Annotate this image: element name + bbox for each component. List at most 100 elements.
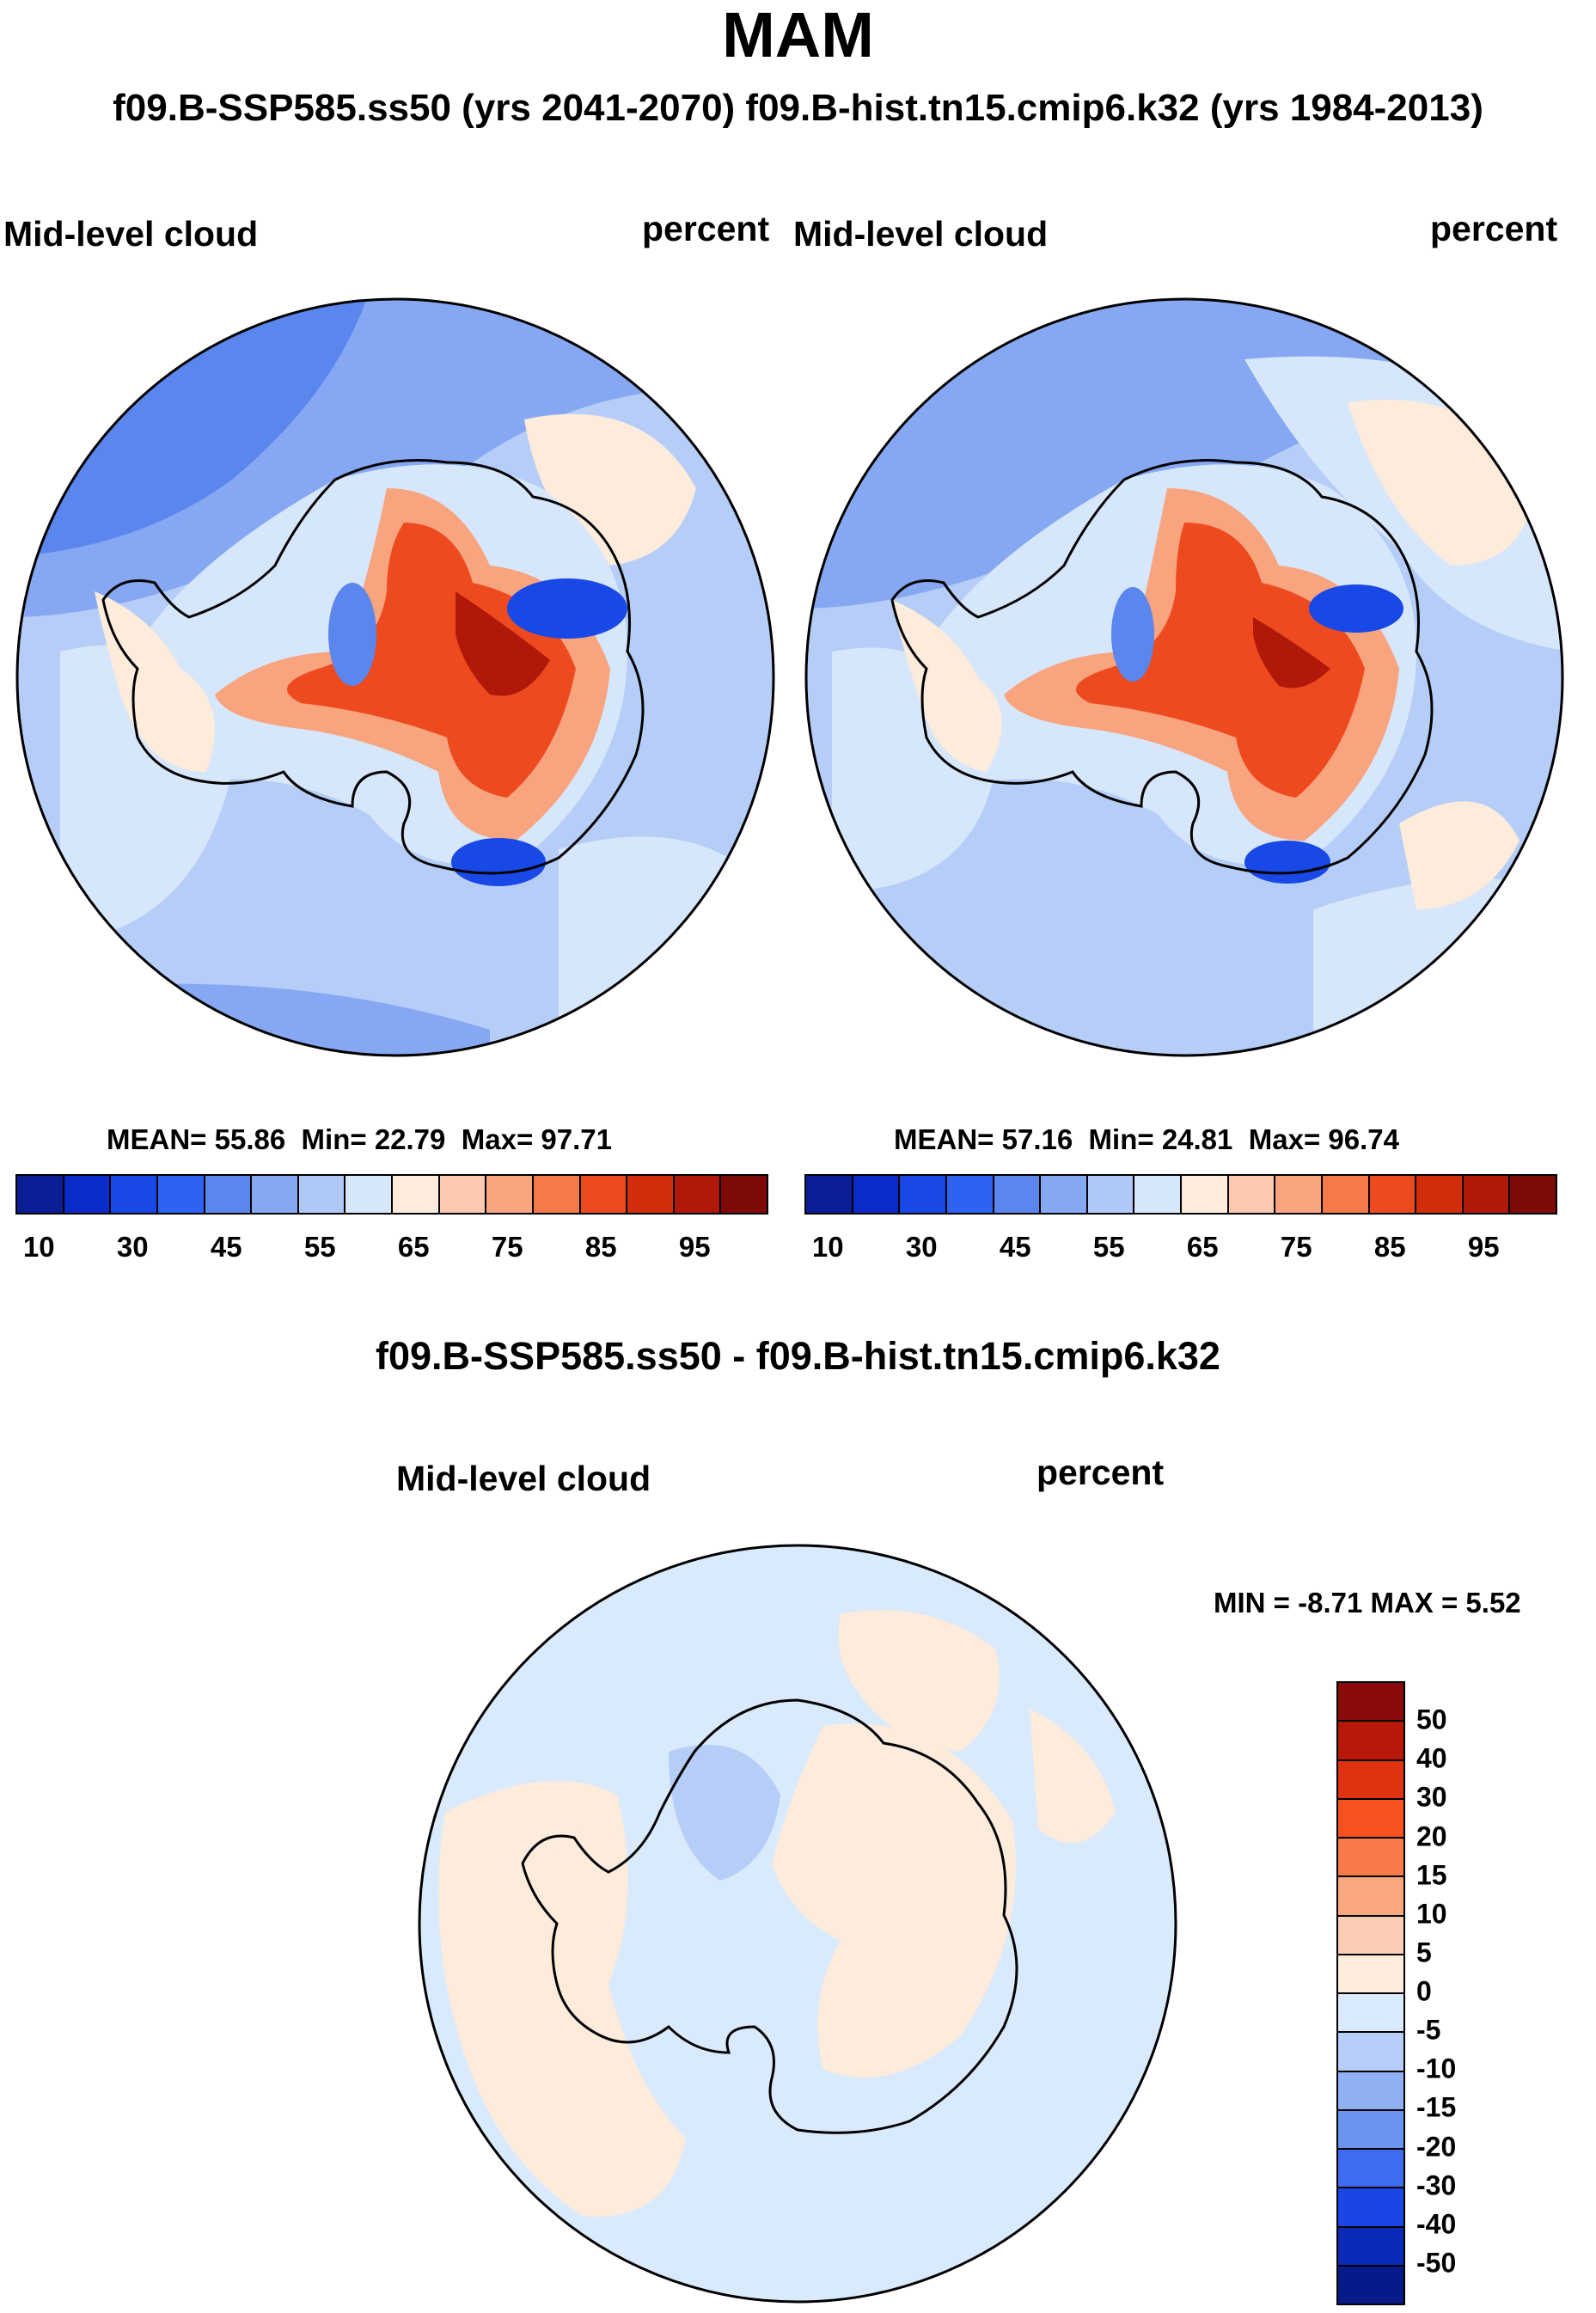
colorbar-tick-label: -30 xyxy=(1416,2169,1457,2201)
max-value: 97.71 xyxy=(541,1123,612,1155)
coastal-blue-spot-east xyxy=(507,578,627,639)
colorbar-swatch xyxy=(1134,1176,1182,1213)
mean-label: MEAN= xyxy=(107,1123,207,1155)
difference-colorbar xyxy=(1336,1681,1405,2305)
colorbar-tick-label: 10 xyxy=(811,1231,844,1263)
diff-positive-peninsula xyxy=(531,1795,615,1949)
panel2-polar-map xyxy=(804,297,1564,1057)
peninsula-peach-field xyxy=(892,600,1002,772)
colorbar-swatch xyxy=(1338,1955,1403,1994)
colorbar-swatch xyxy=(994,1176,1042,1213)
colorbar-swatch xyxy=(900,1176,947,1213)
colorbar-tick-label: 15 xyxy=(1416,1859,1447,1891)
diff-positive-interior xyxy=(772,1723,1016,2077)
colorbar-tick-label: 40 xyxy=(1416,1742,1447,1774)
colorbar-swatch xyxy=(806,1176,853,1213)
colorbar-tick-label: -10 xyxy=(1416,2053,1457,2084)
colorbar-swatch xyxy=(1338,2188,1403,2228)
colorbar-swatch xyxy=(1228,1176,1276,1213)
panel2-stats: MEAN= 57.16 Min= 24.81 Max= 96.74 xyxy=(894,1125,1399,1153)
colorbar-swatch xyxy=(1338,1683,1403,1723)
diff-positive-east xyxy=(1030,1709,1116,1843)
max-label: Max= xyxy=(461,1123,534,1155)
colorbar-swatch xyxy=(64,1176,112,1213)
colorbar-swatch xyxy=(1275,1176,1323,1213)
coastal-blue-spot-ross xyxy=(328,583,376,686)
colorbar-tick-label: 65 xyxy=(397,1231,430,1263)
colorbar-tick-label: 95 xyxy=(678,1231,711,1263)
min-value: 24.81 xyxy=(1161,1123,1233,1155)
panel1-polar-map xyxy=(15,297,775,1057)
colorbar-tick-label: 20 xyxy=(1416,1820,1447,1851)
coastal-blue-spot-south xyxy=(451,838,546,886)
ocean-light-patch-2 xyxy=(559,836,774,1056)
colorbar-tick-label: 10 xyxy=(1416,1898,1447,1930)
colorbar-swatch xyxy=(1510,1176,1556,1213)
mean-label: MEAN= xyxy=(894,1123,994,1155)
colorbar-swatch xyxy=(111,1176,158,1213)
colorbar-swatch xyxy=(1087,1176,1135,1213)
diff-negative-patch xyxy=(669,1744,780,1881)
colorbar-tick-label: -15 xyxy=(1416,2091,1457,2123)
plateau-core xyxy=(456,591,550,696)
colorbar-tick-label: 55 xyxy=(1092,1231,1125,1263)
colorbar-swatch xyxy=(252,1176,299,1213)
min-value: 22.79 xyxy=(374,1123,446,1155)
diff-unit-label: percent xyxy=(1036,1453,1165,1492)
colorbar-tick-label: -50 xyxy=(1416,2247,1457,2279)
colorbar-swatch xyxy=(345,1176,393,1213)
diff-minmax: MIN = -8.71 MAX = 5.52 xyxy=(1214,1587,1521,1618)
diff-positive-northeast xyxy=(838,1610,1000,1752)
colorbar-tick-label: 10 xyxy=(22,1231,55,1263)
colorbar-tick-label: 45 xyxy=(210,1231,242,1263)
colorbar-tick-label: 30 xyxy=(116,1231,149,1263)
colorbar-swatch xyxy=(1338,2110,1403,2150)
colorbar-swatch xyxy=(1369,1176,1417,1213)
figure-subtitle: f09.B-SSP585.ss50 (yrs 2041-2070) f09.B-… xyxy=(113,87,1483,129)
colorbar-swatch xyxy=(1338,2150,1403,2189)
colorbar-swatch xyxy=(1338,1799,1403,1839)
colorbar-swatch xyxy=(1338,1760,1403,1800)
colorbar-swatch xyxy=(1041,1176,1088,1213)
colorbar-tick-label: 75 xyxy=(491,1231,523,1263)
colorbar-swatch xyxy=(674,1176,722,1213)
antarctic-coastline xyxy=(521,1698,1018,2134)
antarctic-coastline xyxy=(101,459,645,875)
panel1-colorbar xyxy=(15,1174,768,1215)
colorbar-swatch xyxy=(1338,2071,1403,2111)
colorbar-swatch xyxy=(1338,1839,1403,1878)
mean-value: 55.86 xyxy=(214,1123,286,1155)
colorbar-tick-label: -5 xyxy=(1416,2014,1441,2046)
panel2-variable-label: Mid-level cloud xyxy=(793,214,1049,254)
colorbar-swatch xyxy=(17,1176,64,1213)
diff-variable-label: Mid-level cloud xyxy=(396,1459,651,1498)
colorbar-swatch xyxy=(1182,1176,1229,1213)
colorbar-tick-label: 0 xyxy=(1416,1975,1432,2007)
colorbar-tick-label: 50 xyxy=(1416,1704,1447,1735)
min-label: Min= xyxy=(301,1123,367,1155)
colorbar-swatch xyxy=(393,1176,440,1213)
coastal-blue-spot-ross xyxy=(1111,587,1154,682)
figure-title: MAM xyxy=(722,0,874,70)
colorbar-tick-label: 45 xyxy=(999,1231,1031,1263)
panel1-stats: MEAN= 55.86 Min= 22.79 Max= 97.71 xyxy=(107,1125,612,1153)
colorbar-swatch xyxy=(298,1176,346,1213)
colorbar-swatch xyxy=(1338,1916,1403,1955)
colorbar-swatch xyxy=(486,1176,534,1213)
panel1-variable-label: Mid-level cloud xyxy=(3,214,259,254)
coastal-blue-spot-east xyxy=(1309,584,1403,633)
antarctic-coastline xyxy=(890,459,1434,875)
peach-patch xyxy=(524,413,696,566)
colorbar-tick-label: 5 xyxy=(1416,1937,1432,1968)
peach-patch-east xyxy=(1399,801,1520,909)
colorbar-swatch xyxy=(1338,1722,1403,1761)
colorbar-swatch xyxy=(1338,1877,1403,1917)
colorbar-tick-label: 30 xyxy=(1416,1781,1447,1813)
difference-polar-map xyxy=(418,1544,1177,2304)
max-value: 96.74 xyxy=(1328,1123,1399,1155)
colorbar-tick-label: 95 xyxy=(1467,1231,1500,1263)
mean-value: 57.16 xyxy=(1001,1123,1073,1155)
colorbar-swatch xyxy=(1416,1176,1464,1213)
colorbar-tick-label: -40 xyxy=(1416,2208,1457,2240)
colorbar-swatch xyxy=(1338,2266,1403,2304)
